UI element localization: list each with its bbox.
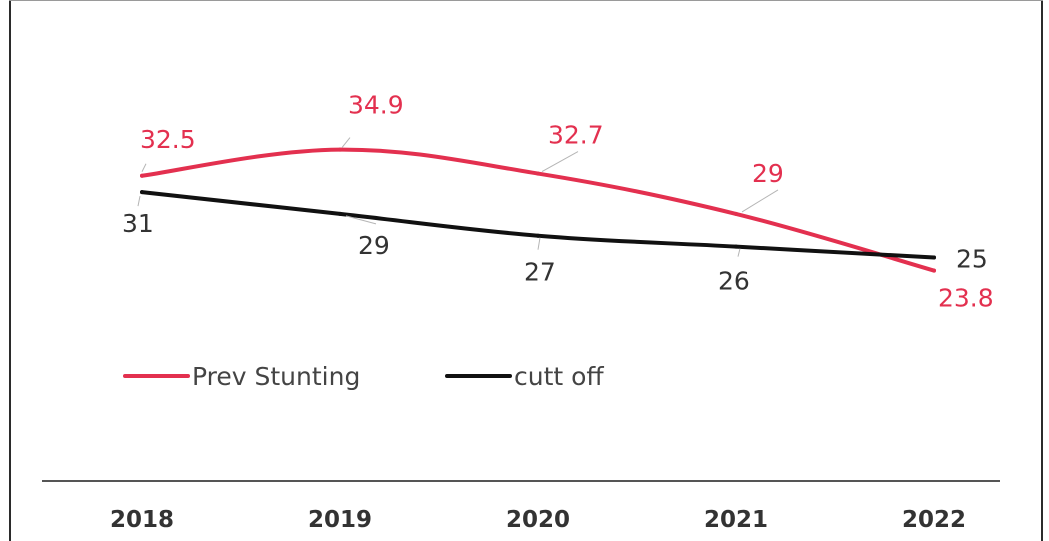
legend-label-prev-stunting: Prev Stunting — [192, 362, 360, 391]
leader-line-prev-stunting-2018 — [141, 163, 147, 172]
leader-line-cutt-off-2018 — [137, 196, 141, 207]
data-point-prev-stunting-2019 — [338, 147, 342, 152]
data-point-cutt-off-2022 — [932, 255, 936, 260]
leader-line-cutt-off-2019 — [345, 215, 377, 225]
data-point-prev-stunting-2018 — [140, 173, 144, 178]
legend-label-cutt-off: cutt off — [514, 362, 604, 391]
data-label-cutt-off-2018: 31 — [122, 209, 154, 238]
leader-line-cutt-off-2020 — [537, 237, 541, 250]
data-point-prev-stunting-2020 — [536, 171, 540, 176]
x-tick-label-2018: 2018 — [110, 507, 174, 533]
leader-line-cutt-off-2021 — [737, 248, 741, 257]
leader-line-prev-stunting-2021 — [741, 189, 779, 213]
x-tick-label-2022: 2022 — [902, 507, 966, 533]
data-point-prev-stunting-2021 — [734, 211, 738, 216]
data-label-prev-stunting-2022: 23.8 — [938, 284, 994, 313]
x-axis-tick-labels: 2018 2019 2020 2021 2022 — [110, 507, 966, 533]
data-label-cutt-off-2019: 29 — [358, 231, 390, 260]
data-point-cutt-off-2019 — [338, 211, 342, 216]
data-label-cutt-off-2020: 27 — [524, 258, 556, 287]
data-label-cutt-off-2021: 26 — [718, 267, 750, 296]
legend: Prev Stunting cutt off — [123, 362, 604, 391]
frame-left-border — [9, 0, 11, 541]
frame-top-border — [9, 0, 1043, 1]
x-tick-label-2020: 2020 — [506, 507, 570, 533]
data-label-prev-stunting-2019: 34.9 — [348, 91, 404, 120]
x-tick-label-2021: 2021 — [704, 507, 768, 533]
frame-right-border — [1041, 0, 1043, 541]
data-label-cutt-off-2022: 25 — [956, 245, 988, 274]
data-point-cutt-off-2020 — [536, 233, 540, 238]
data-label-prev-stunting-2021: 29 — [752, 159, 784, 188]
x-tick-label-2019: 2019 — [308, 507, 372, 533]
data-label-prev-stunting-2018: 32.5 — [140, 125, 196, 154]
leader-line-prev-stunting-2020 — [541, 151, 579, 173]
data-point-cutt-off-2021 — [734, 244, 738, 249]
data-label-prev-stunting-2020: 32.7 — [548, 121, 604, 150]
series-layer: 32.5 34.9 32.7 29 23.8 31 29 27 26 25 — [122, 91, 994, 313]
data-point-cutt-off-2018 — [140, 190, 144, 195]
data-point-prev-stunting-2022 — [932, 268, 936, 273]
leader-line-prev-stunting-2019 — [341, 137, 351, 148]
